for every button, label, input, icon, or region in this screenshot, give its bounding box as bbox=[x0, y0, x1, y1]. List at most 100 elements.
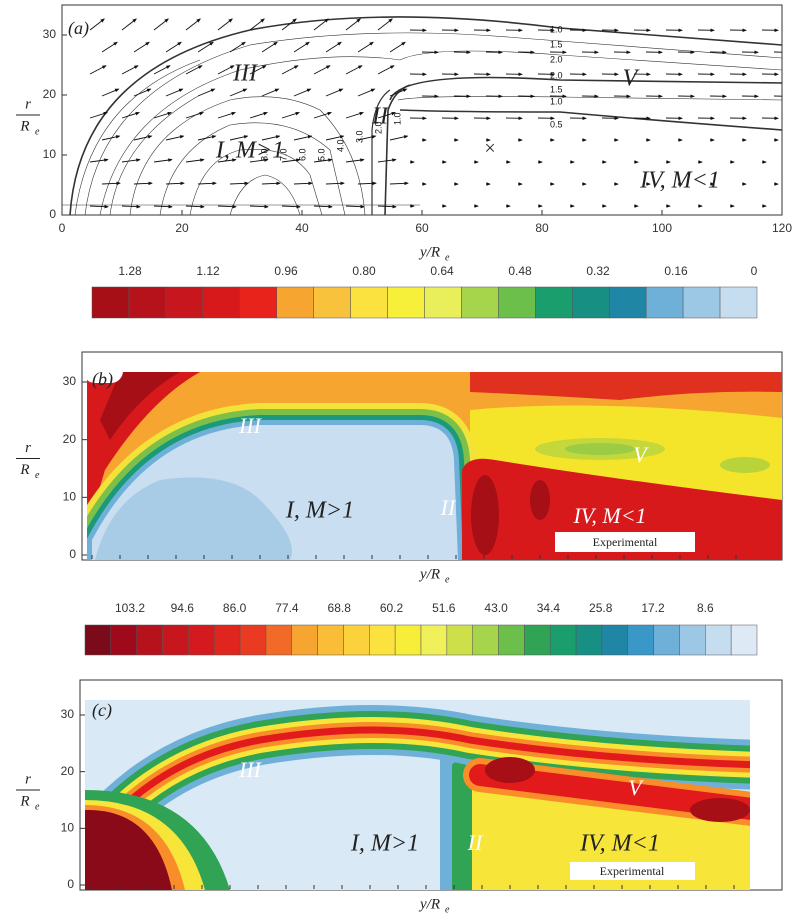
region-label: III bbox=[238, 757, 263, 782]
colorbar-cell bbox=[84, 624, 112, 656]
y-tick-label: 30 bbox=[63, 374, 77, 388]
colorbar-cell bbox=[265, 624, 293, 656]
axes: 0 10 20 30 0 20 40 60 80 100 120 y/R e rR e bbox=[16, 27, 792, 263]
y-tick-label: 0 bbox=[49, 207, 56, 221]
vector bbox=[281, 18, 297, 31]
colorbar-label: 0.32 bbox=[586, 264, 610, 278]
vector bbox=[153, 18, 169, 31]
vector bbox=[261, 88, 280, 97]
note-box bbox=[555, 532, 695, 552]
vector bbox=[389, 135, 409, 141]
colorbar-cell bbox=[202, 286, 241, 319]
colorbar: 1.28 1.12 0.96 0.80 0.64 0.48 0.32 0.16 0 bbox=[91, 264, 758, 319]
colorbar-cell bbox=[165, 286, 204, 319]
colorbar-cell bbox=[705, 624, 732, 656]
vector bbox=[197, 181, 217, 186]
x-tick-label: 40 bbox=[295, 221, 309, 235]
colorbar-cell bbox=[313, 286, 351, 319]
colorbar-cell bbox=[461, 286, 499, 319]
colorbar-cell bbox=[535, 286, 573, 319]
vector bbox=[133, 41, 150, 53]
vector bbox=[101, 88, 120, 97]
panel-label: (a) bbox=[68, 18, 89, 39]
contour-label: 1.0 bbox=[550, 24, 563, 34]
colorbar-label: 1.12 bbox=[196, 264, 220, 278]
y-tick-label: 10 bbox=[61, 821, 75, 835]
colorbar-cell bbox=[91, 286, 130, 319]
vector bbox=[325, 88, 344, 97]
vector bbox=[229, 181, 249, 186]
velocity-vectors bbox=[89, 18, 782, 209]
x-axis-label: y/R bbox=[418, 244, 440, 260]
vector bbox=[313, 65, 331, 75]
vector bbox=[197, 135, 217, 141]
colorbar: 103.2 94.6 86.0 77.4 68.8 60.2 51.6 43.0 34.4 25.… bbox=[84, 601, 758, 656]
y-axis-label-sub: e bbox=[35, 470, 40, 481]
marker: × bbox=[484, 138, 495, 160]
vector bbox=[313, 111, 333, 119]
colorbar-label: 0.48 bbox=[508, 264, 532, 278]
colorbar-cell bbox=[394, 624, 422, 656]
colorbar-cell bbox=[239, 286, 277, 319]
colorbar-label: 0.96 bbox=[274, 264, 298, 278]
colorbar-label: 86.0 bbox=[223, 601, 247, 615]
contour-labels: 1.0 1.5 2.0 2.0 1.5 1.0 0.5 bbox=[550, 24, 563, 129]
x-tick-label: 120 bbox=[772, 221, 792, 235]
vector bbox=[249, 204, 269, 209]
contour-label: 2.0 bbox=[550, 54, 563, 64]
vector bbox=[229, 135, 249, 141]
vector bbox=[313, 204, 333, 209]
colorbar-cell bbox=[291, 624, 318, 656]
colorbar-cell bbox=[110, 624, 137, 656]
colorbar-label: 60.2 bbox=[380, 601, 404, 615]
contour-label: 3.0 bbox=[354, 130, 364, 143]
colorbar-cell bbox=[213, 624, 241, 656]
vector bbox=[293, 41, 310, 53]
contour-label: 5.0 bbox=[316, 148, 326, 161]
colorbar-cell bbox=[387, 286, 425, 319]
colorbar-label: 68.8 bbox=[328, 601, 352, 615]
region-label: V bbox=[623, 66, 640, 92]
x-axis-label-sub: e bbox=[445, 252, 450, 263]
note: Experimental bbox=[593, 535, 658, 549]
contour-label: 1.5 bbox=[550, 84, 563, 94]
colorbar-cell bbox=[188, 624, 215, 656]
contour-label: 2.0 bbox=[550, 70, 563, 80]
contour-label: 8.0 bbox=[259, 148, 269, 161]
colorbar-label: 0 bbox=[751, 264, 758, 278]
vector bbox=[249, 158, 269, 163]
colorbar-cell bbox=[343, 624, 370, 656]
vector bbox=[133, 135, 153, 141]
vector bbox=[185, 204, 205, 209]
vector bbox=[281, 111, 301, 119]
y-tick-label: 30 bbox=[43, 27, 57, 41]
region-label: V bbox=[628, 775, 644, 800]
region-label: I, M>1 bbox=[350, 831, 419, 857]
vector bbox=[261, 41, 278, 53]
y-tick-label: 0 bbox=[69, 547, 76, 561]
filled-contours bbox=[85, 700, 750, 890]
note: Experimental bbox=[600, 864, 665, 878]
vector bbox=[325, 41, 342, 53]
x-axis-label: y/R bbox=[418, 896, 440, 912]
colorbar-label: 0.80 bbox=[352, 264, 376, 278]
vector bbox=[389, 88, 408, 97]
vector bbox=[261, 181, 281, 186]
vector bbox=[101, 41, 118, 53]
vector bbox=[389, 41, 406, 53]
vector bbox=[185, 65, 203, 75]
region-label: II bbox=[371, 104, 389, 130]
x-axis-label: y/R bbox=[418, 566, 440, 582]
colorbar-cell bbox=[420, 624, 448, 656]
contour-label: 0.5 bbox=[550, 119, 563, 129]
vector bbox=[281, 204, 301, 209]
y-tick-label: 10 bbox=[43, 147, 57, 161]
y-tick-label: 20 bbox=[61, 764, 75, 778]
region-label: I, M>1 bbox=[285, 498, 354, 524]
vector bbox=[153, 204, 173, 209]
vector bbox=[165, 181, 185, 186]
colorbar-cell bbox=[498, 624, 525, 656]
vector bbox=[357, 88, 376, 97]
vector bbox=[389, 181, 409, 186]
region-label: III bbox=[232, 61, 258, 87]
